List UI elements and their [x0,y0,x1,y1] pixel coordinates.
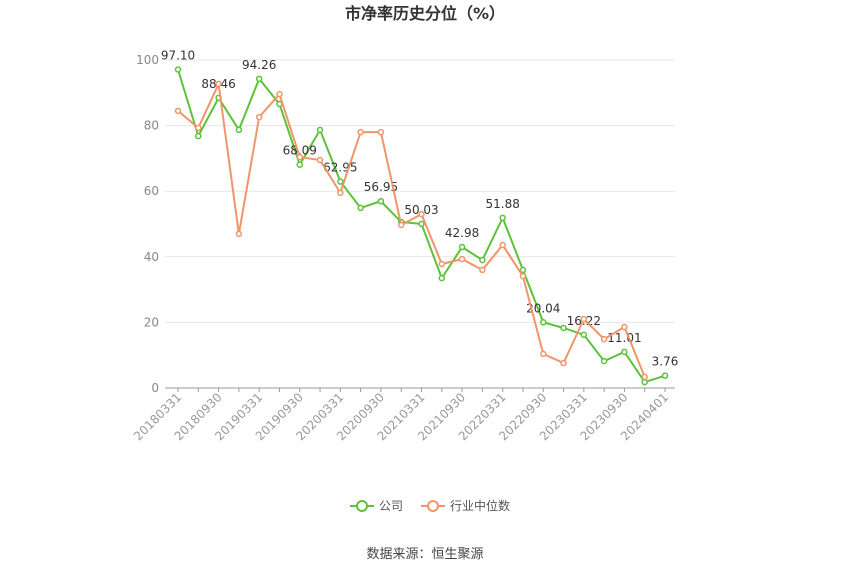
point [235,126,243,134]
data-label: 3.76 [652,355,679,369]
point [560,324,567,332]
point [458,243,466,251]
data-label: 56.95 [364,180,398,194]
legend-label: 公司 [379,499,403,513]
point [438,274,446,282]
point [418,210,425,218]
point [235,230,243,238]
y-tick-label: 80 [144,119,159,133]
point [438,260,446,268]
point [621,348,628,356]
point [519,266,527,274]
y-tick-label: 20 [144,315,159,329]
data-label: 20.04 [526,301,560,315]
y-tick-label: 40 [144,250,159,264]
source: 数据来源：恒生聚源 [366,547,483,562]
point [276,90,283,98]
point [397,221,405,229]
chart-title: 市净率历史分位（%） [345,4,505,23]
point [337,178,344,185]
point [479,256,486,264]
series-line [177,80,646,378]
point [479,266,486,274]
point [600,357,608,365]
point [215,80,222,88]
point [377,197,385,205]
data-label: 94.26 [242,58,276,72]
point [621,323,628,331]
point [458,255,466,263]
point [174,66,182,73]
y-tick-label: 100 [136,53,159,67]
point [560,359,567,367]
data-label: 50.03 [404,203,438,217]
point [580,331,588,339]
point [540,319,547,326]
point [377,128,385,136]
y-tick-label: 60 [144,184,159,198]
point [357,128,364,136]
point [641,373,648,381]
point [418,220,425,228]
point [316,156,324,164]
point [540,350,547,358]
point [499,214,506,222]
point [296,153,303,161]
point [255,75,263,83]
point [195,124,202,132]
point [296,161,303,168]
point [255,113,263,121]
data-label: 42.98 [445,226,479,240]
data-label: 68.09 [283,144,317,158]
legend-marker [427,500,439,512]
legend-marker [356,500,368,512]
point [499,241,506,249]
point [174,107,182,115]
point [337,189,344,197]
legend: 公司 行业中位数 [350,498,510,513]
point [195,132,202,140]
y-tick-label: 0 [151,381,159,395]
data-label: 97.10 [161,49,195,63]
data-label: 11.01 [607,331,641,345]
data-label: 51.88 [485,197,519,211]
point [357,204,364,212]
point [519,272,527,280]
point [316,126,324,134]
legend-label: 行业中位数 [450,498,510,513]
point [600,335,608,343]
point [580,315,588,323]
point [641,378,648,386]
point [661,372,669,379]
